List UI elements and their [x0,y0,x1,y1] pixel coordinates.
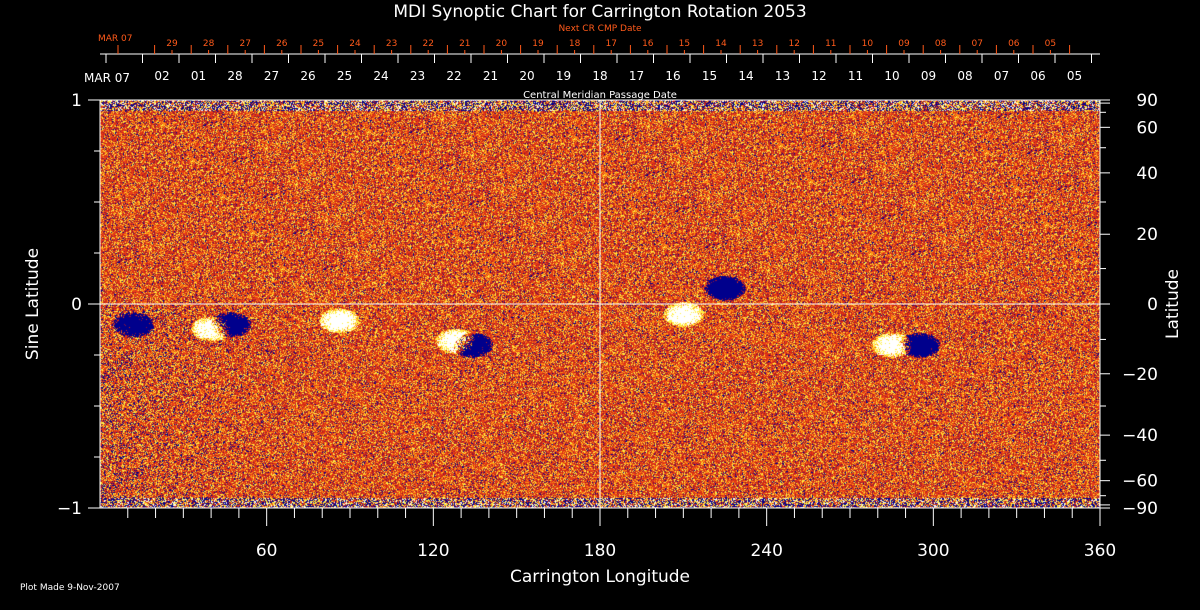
next-date-tick-label: 29 [166,39,178,49]
y-tick-label: 0 [71,295,82,315]
x-tick-label: 360 [1084,541,1116,561]
date-tick-label: 11 [848,69,863,83]
next-date-tick-label: 17 [605,39,616,49]
latitude-tick-label: 0 [1147,295,1158,315]
date-tick-label: 22 [446,69,461,83]
latitude-tick-label: 40 [1136,164,1158,184]
plot-made-date: Plot Made 9-Nov-2007 [20,583,120,593]
latitude-tick-label: 20 [1136,225,1158,245]
y-tick-label: 1 [71,91,82,111]
next-date-tick-label: 12 [788,39,799,49]
x-tick-label: 60 [256,541,278,561]
date-tick-label: 27 [264,69,279,83]
next-date-tick-label: 19 [532,39,544,49]
latitude-tick-label: −40 [1122,426,1158,446]
date-tick-label: 07 [994,69,1009,83]
date-tick-label: 23 [410,69,425,83]
date-tick-label: 19 [556,69,571,83]
next-date-tick-label: 06 [1008,39,1020,49]
date-tick-label: 18 [592,69,607,83]
date-tick-label: 10 [884,69,899,83]
date-tick-label: 25 [337,69,352,83]
y-axis-right-label: Latitude [1163,269,1183,339]
date-tick-label: 06 [1030,69,1045,83]
date-tick-label: 12 [811,69,826,83]
next-date-tick-label: 21 [459,39,470,49]
latitude-tick-label: 90 [1136,91,1158,111]
latitude-tick-label: 60 [1136,118,1158,138]
next-date-tick-label: 15 [679,39,690,49]
chart-title: MDI Synoptic Chart for Carrington Rotati… [393,2,806,22]
latitude-tick-label: −60 [1122,472,1158,492]
date-tick-label: 26 [300,69,315,83]
date-tick-label: 13 [775,69,790,83]
latitude-tick-label: −20 [1122,365,1158,385]
x-axis-label: Carrington Longitude [510,567,690,587]
date-tick-label: 20 [519,69,534,83]
next-date-tick-label: 23 [386,39,397,49]
date-tick-label: 24 [373,69,388,83]
y-axis-label: Sine Latitude [23,248,43,360]
date-tick-label: 02 [154,69,169,83]
next-date-tick-label: 18 [569,39,581,49]
next-date-tick-label: 22 [422,39,433,49]
y-tick-label: −1 [57,499,82,519]
next-date-tick-label: 05 [1045,39,1056,49]
date-tick-label: 08 [957,69,972,83]
next-date-tick-label: 07 [971,39,982,49]
date-tick-label: 21 [483,69,498,83]
date-tick-label: 09 [921,69,936,83]
next-date-tick-label: 13 [752,39,763,49]
x-tick-label: 300 [917,541,949,561]
top-axis-start: MAR 07 [84,71,130,85]
date-tick-label: 17 [629,69,644,83]
next-axis-start: MAR 07 [98,34,133,44]
next-date-tick-label: 27 [239,39,250,49]
next-date-tick-label: 08 [935,39,947,49]
date-tick-label: 05 [1067,69,1082,83]
next-date-tick-label: 25 [313,39,324,49]
latitude-tick-label: −90 [1122,499,1158,519]
x-tick-label: 180 [584,541,616,561]
date-tick-label: 28 [227,69,242,83]
date-tick-label: 14 [738,69,753,83]
next-date-tick-label: 10 [862,39,874,49]
next-date-tick-label: 20 [496,39,508,49]
next-date-tick-label: 11 [825,39,836,49]
next-date-tick-label: 09 [898,39,910,49]
date-tick-label: 16 [665,69,680,83]
next-date-tick-label: 16 [642,39,654,49]
date-tick-label: 01 [191,69,206,83]
next-date-tick-label: 14 [715,39,727,49]
x-tick-label: 120 [417,541,449,561]
x-tick-label: 240 [750,541,782,561]
next-date-tick-label: 26 [276,39,288,49]
next-date-tick-label: 24 [349,39,361,49]
top-axis-label: Central Meridian Passage Date [523,90,677,101]
date-tick-label: 15 [702,69,717,83]
next-axis-label: Next CR CMP Date [558,24,642,34]
next-date-tick-label: 28 [203,39,215,49]
